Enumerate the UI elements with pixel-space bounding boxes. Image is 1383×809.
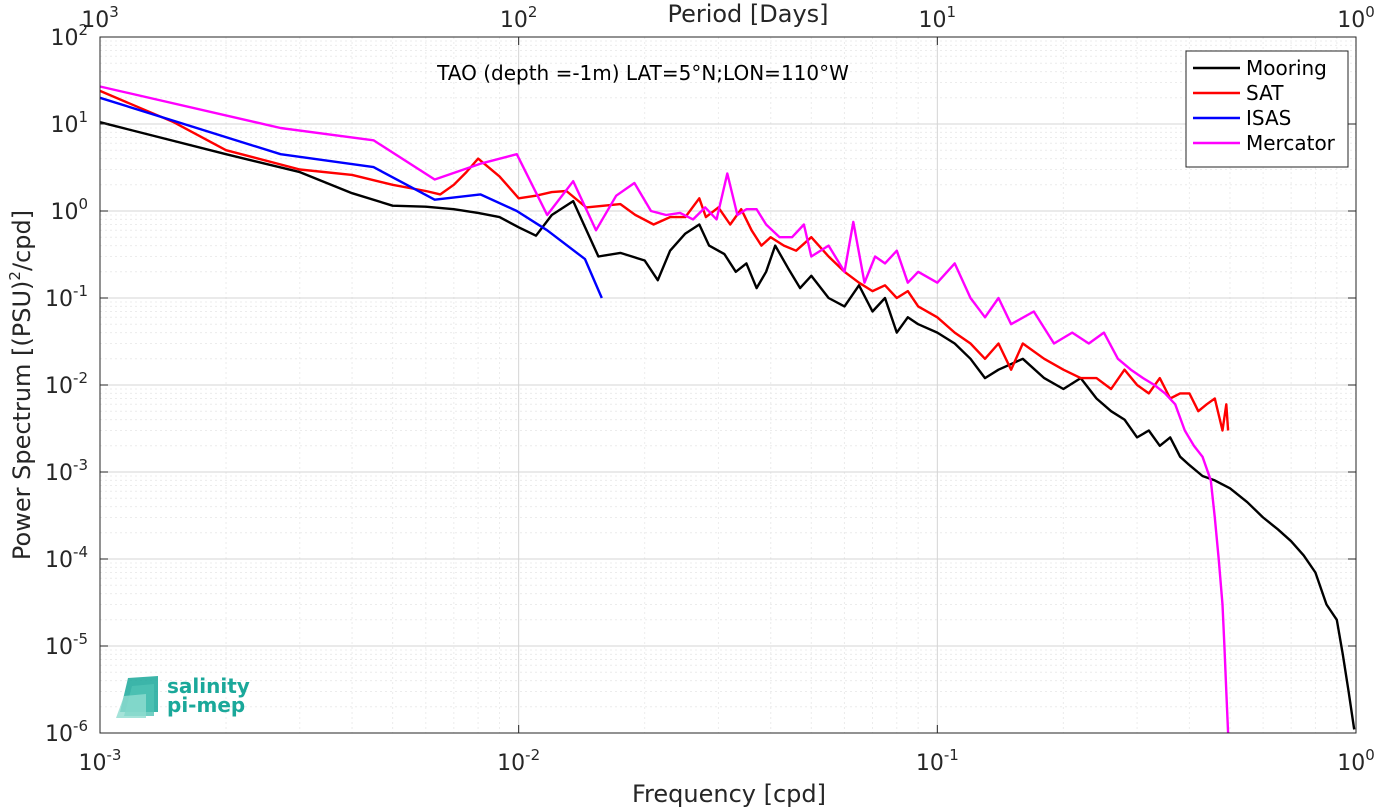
- top-x-tick-label: 100: [1337, 3, 1375, 33]
- y-axis-title-main: Power Spectrum [(PSU): [8, 281, 36, 560]
- salinity-pi-mep-logo: salinity pi-mep: [116, 674, 250, 718]
- chart-title: TAO (depth =-1m) LAT=5°N;LON=110°W: [436, 61, 849, 85]
- logo-mark-icon: [116, 676, 158, 718]
- y-axis-title-tail: /cpd]: [8, 210, 36, 271]
- grid: [100, 37, 1356, 733]
- x-tick-label: 10-1: [916, 746, 959, 776]
- series-line-mercator: [99, 85, 1230, 734]
- y-tick-label: 100: [50, 195, 88, 225]
- legend-label-mercator: Mercator: [1246, 131, 1336, 155]
- y-tick-label: 101: [50, 108, 88, 138]
- top-x-tick-label: 103: [81, 3, 119, 33]
- y-tick-label: 102: [50, 21, 88, 51]
- y-tick-label: 10-4: [45, 543, 88, 573]
- y-tick-label: 10-2: [45, 369, 88, 399]
- top-x-tick-label: 102: [500, 3, 538, 33]
- x-tick-label: 10-2: [497, 746, 540, 776]
- legend-label-sat: SAT: [1246, 81, 1284, 105]
- series-line-sat: [99, 89, 1230, 432]
- y-tick-label: 10-5: [45, 630, 88, 660]
- y-axis-title-sup: 2: [6, 271, 24, 281]
- x-tick-label: 100: [1337, 746, 1375, 776]
- series-line-isas: [99, 96, 603, 299]
- y-tick-label: 10-3: [45, 456, 88, 486]
- x-tick-label: 10-3: [79, 746, 122, 776]
- logo-text-pi-mep: pi-mep: [167, 693, 245, 717]
- top-x-axis-title: Period [Days]: [667, 0, 828, 28]
- series-line-mooring: [99, 121, 1356, 730]
- logo-text-salinity: salinity: [167, 674, 250, 698]
- legend-box: [1185, 50, 1349, 168]
- legend-label-mooring: Mooring: [1246, 56, 1327, 80]
- series-lines: [99, 85, 1356, 734]
- y-tick-label: 10-1: [45, 282, 88, 312]
- y-axis-title: Power Spectrum [(PSU)2/cpd]: [6, 210, 36, 560]
- y-tick-label: 10-6: [45, 717, 88, 747]
- top-x-tick-label: 101: [919, 3, 957, 33]
- legend-label-isas: ISAS: [1246, 106, 1291, 130]
- x-axis-title: Frequency [cpd]: [632, 780, 826, 808]
